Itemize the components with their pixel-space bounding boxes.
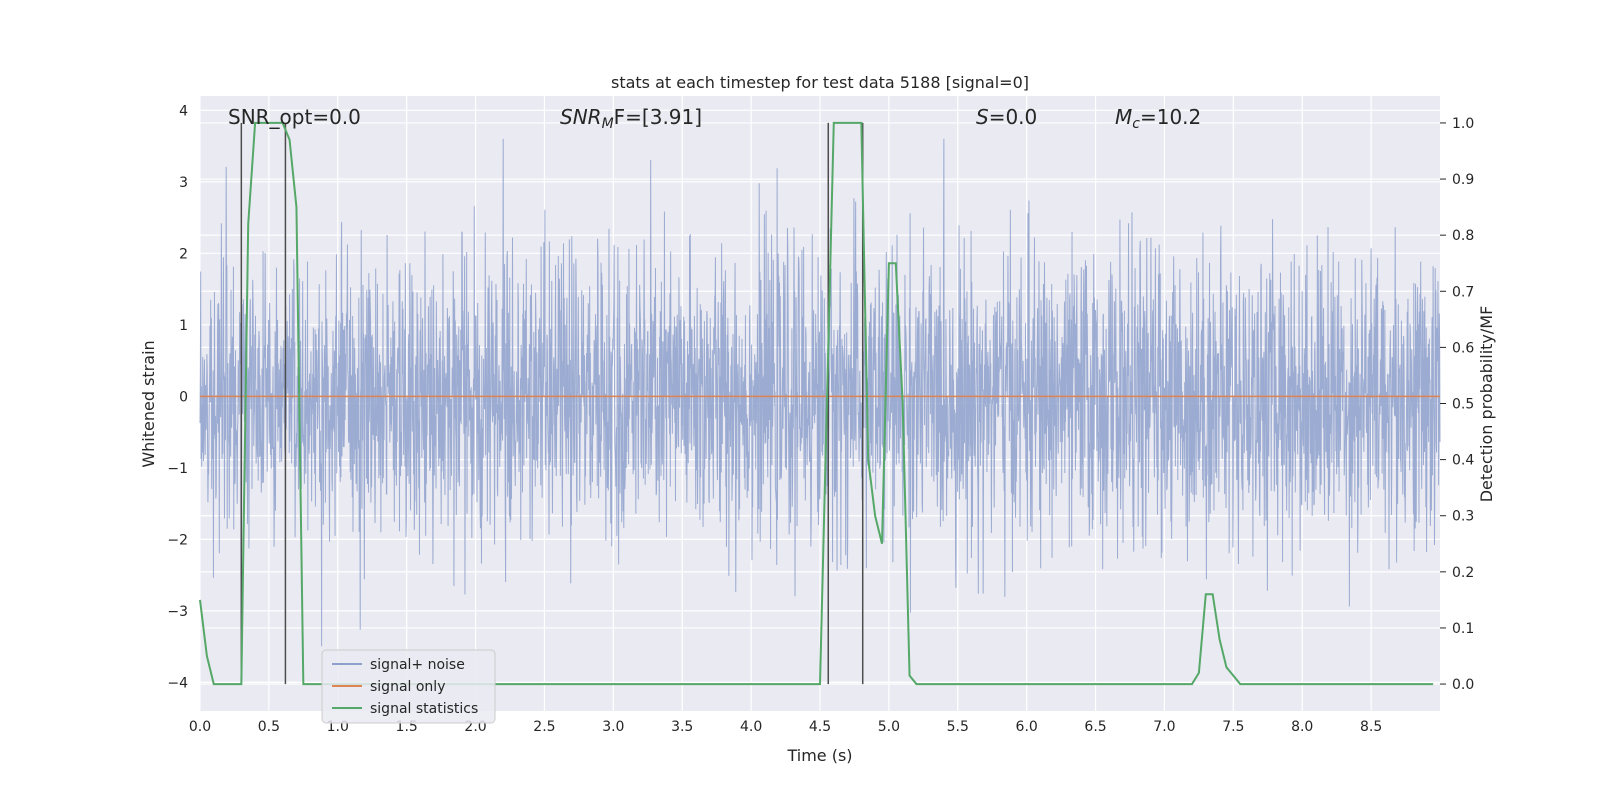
x-tick-label: 0.0 [189, 719, 211, 735]
x-tick-label: 7.0 [1153, 719, 1175, 735]
x-tick-label: 3.0 [602, 719, 624, 735]
y-tick-label: 3 [179, 175, 188, 191]
legend-label-signal-noise: signal+ noise [370, 657, 465, 673]
y2-axis-ticks: 1.0 0.9 0.8 0.7 0.6 0.5 0.4 0.3 0.2 0.1 0.0 [1440, 116, 1474, 693]
x-tick-label: 7.5 [1222, 719, 1244, 735]
y-tick-label: −3 [167, 604, 188, 620]
x-tick-label: 4.0 [740, 719, 762, 735]
x-tick-label: 8.5 [1360, 719, 1382, 735]
y-tick-label: 0 [179, 389, 188, 405]
legend-label-signal-only: signal only [370, 679, 445, 695]
series-signal-noise [199, 138, 1441, 647]
y2-tick-label: 0.4 [1452, 453, 1474, 469]
y-tick-label: −2 [167, 532, 188, 548]
y2-tick-label: 0.6 [1452, 340, 1474, 356]
annotation-s: S=0.0 [976, 105, 1037, 129]
annotation-snr-opt: SNR_opt=0.0 [228, 105, 361, 129]
x-tick-label: 3.5 [671, 719, 693, 735]
y2-tick-label: 0.0 [1452, 677, 1474, 693]
x-tick-label: 4.5 [809, 719, 831, 735]
legend: signal+ noise signal only signal statist… [321, 649, 496, 724]
y2-tick-label: 0.1 [1452, 621, 1474, 637]
x-tick-label: 5.5 [947, 719, 969, 735]
x-tick-label: 2.5 [533, 719, 555, 735]
y2-tick-label: 0.7 [1452, 284, 1474, 300]
y2-axis-label: Detection probability/MF [1477, 306, 1496, 503]
x-tick-label: 5.0 [878, 719, 900, 735]
x-tick-label: 0.5 [258, 719, 280, 735]
signal-statistics-line [199, 121, 1434, 686]
y2-tick-label: 0.2 [1452, 565, 1474, 581]
y-tick-label: 2 [179, 246, 188, 262]
y-tick-label: −4 [167, 675, 188, 691]
x-axis-label: Time (s) [786, 746, 852, 765]
chart-title: stats at each timestep for test data 518… [611, 73, 1029, 92]
series-signal-statistics [199, 121, 1434, 686]
x-tick-label: 6.0 [1016, 719, 1038, 735]
y2-tick-label: 1.0 [1452, 116, 1474, 132]
legend-box [321, 649, 496, 724]
signal-noise-line [199, 138, 1441, 647]
y2-tick-label: 0.5 [1452, 397, 1474, 413]
y-tick-label: 4 [179, 103, 188, 119]
annotation-snr-mf: SNRMF=[3.91] [560, 105, 702, 132]
x-axis-ticks: 0.0 0.5 1.0 1.5 2.0 2.5 3.0 3.5 4.0 4.5 5.0 5.5 6.0 6… [189, 719, 1382, 735]
x-tick-label: 8.0 [1291, 719, 1313, 735]
legend-label-signal-statistics: signal statistics [370, 701, 478, 717]
y2-tick-label: 0.8 [1452, 228, 1474, 244]
y-axis-label: Whitened strain [139, 340, 158, 467]
y-axis-ticks: 4 3 2 1 0 −1 −2 −3 −4 [167, 103, 188, 691]
annotation-mc: Mc=10.2 [1115, 105, 1201, 132]
y2-tick-label: 0.9 [1452, 172, 1474, 188]
y2-tick-label: 0.3 [1452, 509, 1474, 525]
y-tick-label: −1 [167, 461, 188, 477]
x-tick-label: 6.5 [1084, 719, 1106, 735]
y-tick-label: 1 [179, 318, 188, 334]
